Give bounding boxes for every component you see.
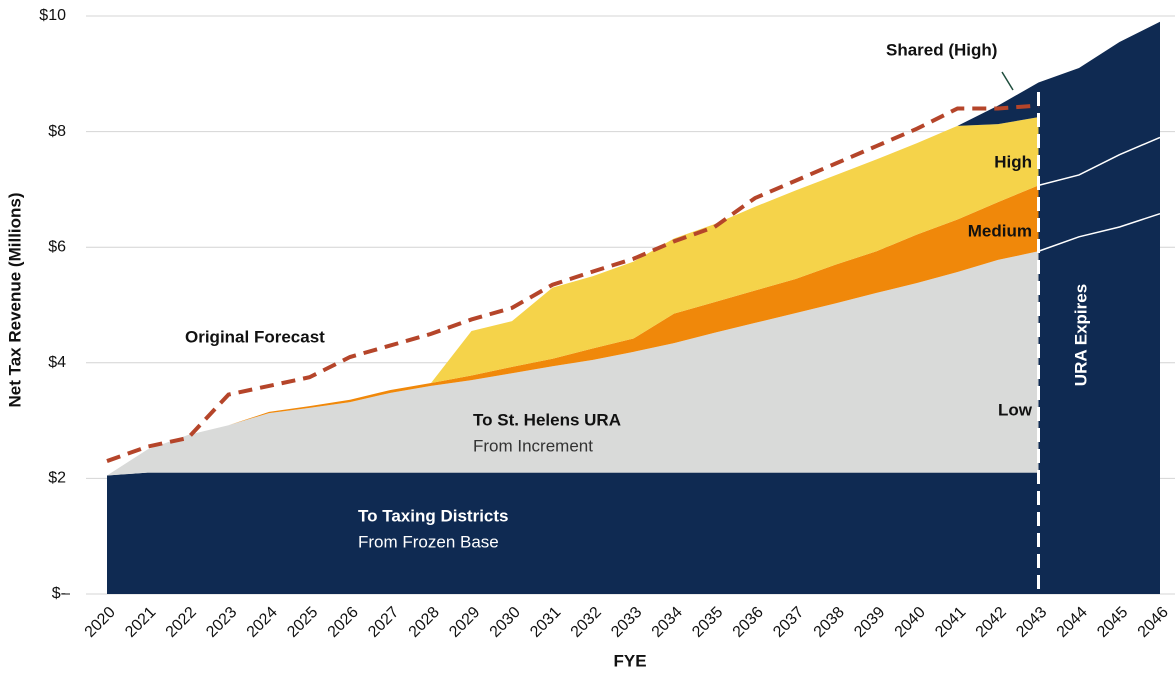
expired-line [1038,212,1161,252]
expired-line [1038,136,1161,187]
x-tick-label: 2035 [689,604,726,641]
x-tick-label: 2029 [446,604,483,641]
x-tick-label: 2046 [1135,604,1172,641]
x-tick-label: 2043 [1013,604,1050,641]
series-label: Medium [968,221,1032,240]
x-tick-label: 2032 [568,604,605,641]
forecast-label: Original Forecast [185,327,325,346]
x-tick-label: 2022 [163,604,200,641]
x-tick-label: 2023 [203,604,240,641]
area [107,472,1039,594]
x-tick-label: 2045 [1094,604,1131,641]
x-tick-label: 2021 [122,604,159,641]
leader-line [1001,71,1014,91]
x-tick-label: 2044 [1054,604,1091,641]
x-axis-label: FYE [613,651,646,670]
x-tick-label: 2020 [82,604,119,641]
area [107,185,1039,476]
x-tick-label: 2036 [730,604,767,641]
y-tick-label: $- [52,585,66,602]
x-tick-label: 2033 [608,604,645,641]
y-axis-label: Net Tax Revenue (Millions) [5,192,24,407]
x-tick-label: 2040 [892,604,929,641]
y-tick-label: $6 [48,238,66,255]
area [107,117,1039,476]
y-tick-label: $10 [39,7,66,24]
x-tick-label: 2027 [365,604,402,641]
series-label: Shared (High) [886,40,997,59]
y-tick-label: $4 [48,354,66,371]
y-tick-label: $2 [48,470,66,487]
series-label: High [994,152,1032,171]
x-tick-label: 2031 [527,604,564,641]
x-tick-label: 2026 [325,604,362,641]
series-label: Low [998,400,1033,419]
series-label: To Taxing Districts [358,506,509,525]
expired-area [1038,21,1160,594]
annotation: To St. Helens URA [473,410,621,429]
x-tick-label: 2025 [284,604,321,641]
x-tick-label: 2042 [973,604,1010,641]
expiry-label: URA Expires [1071,284,1090,386]
x-tick-label: 2024 [244,604,281,641]
y-tick-label: $8 [48,123,66,140]
x-tick-label: 2034 [649,604,686,641]
annotation: From Frozen Base [358,532,499,551]
x-tick-label: 2030 [487,604,524,641]
x-tick-label: 2037 [770,604,807,641]
forecast-line [106,103,1039,463]
x-tick-label: 2028 [406,604,443,641]
x-tick-label: 2038 [811,604,848,641]
x-tick-label: 2039 [851,604,888,641]
annotation: From Increment [473,436,593,455]
area [107,251,1039,476]
x-tick-label: 2041 [932,604,969,641]
